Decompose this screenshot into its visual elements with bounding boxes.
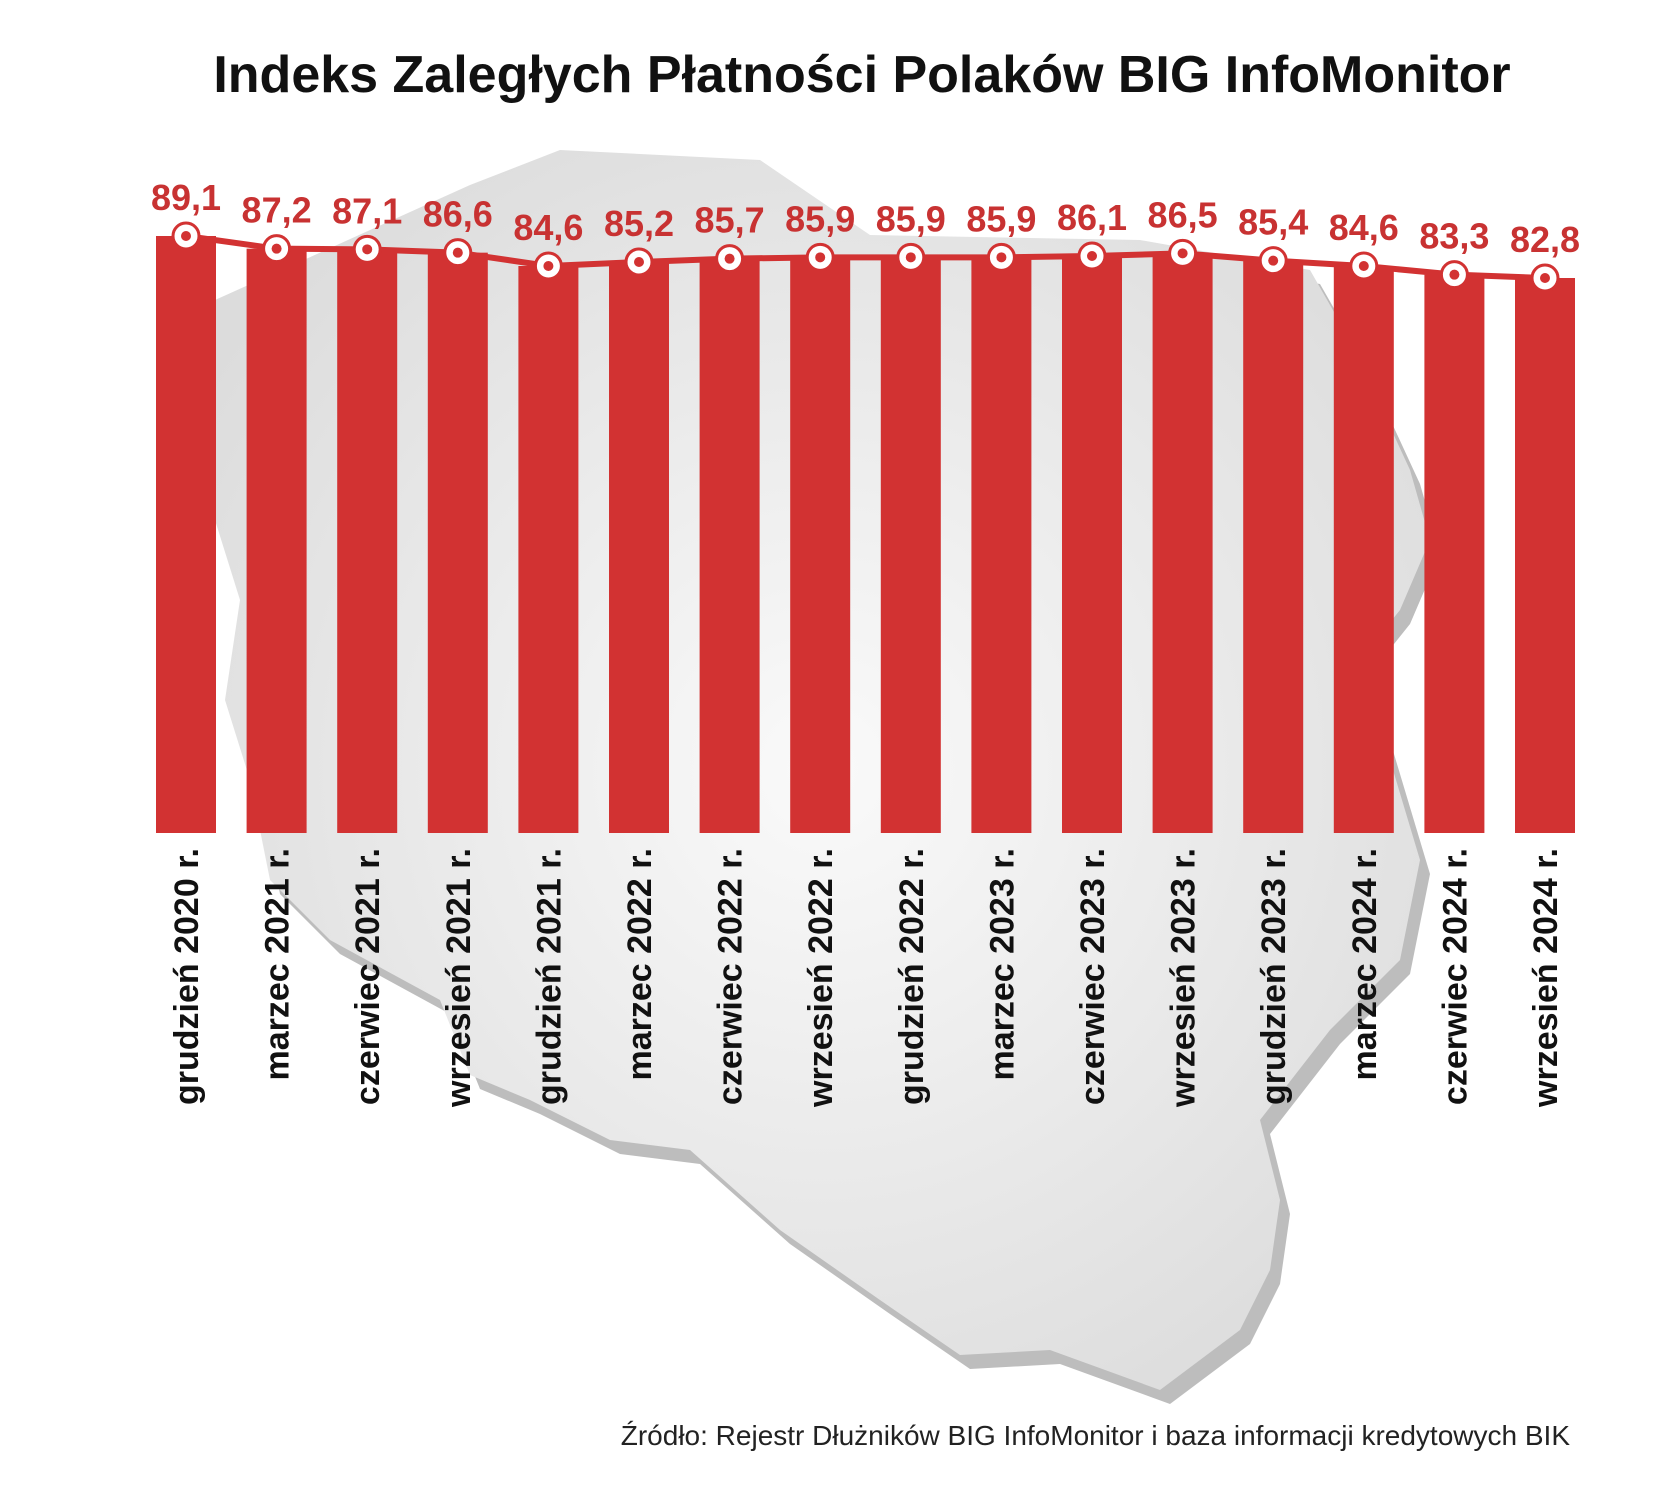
value-label: 87,1 bbox=[332, 190, 402, 231]
category-label: grudzień 2020 r. bbox=[168, 848, 206, 1105]
bar bbox=[1515, 278, 1575, 833]
trend-line bbox=[185, 233, 1546, 281]
data-point-dot bbox=[271, 243, 282, 254]
category-label: wrzesień 2024 r. bbox=[1527, 848, 1565, 1108]
value-label: 82,8 bbox=[1510, 219, 1580, 260]
source-note: Źródło: Rejestr Dłużników BIG InfoMonito… bbox=[621, 1420, 1571, 1451]
data-point-dot bbox=[362, 244, 373, 255]
value-label: 86,5 bbox=[1148, 194, 1218, 235]
data-point-dot bbox=[905, 252, 916, 263]
value-label: 85,9 bbox=[876, 198, 946, 239]
data-point-dot bbox=[1449, 269, 1460, 280]
data-point-dot bbox=[1177, 248, 1188, 259]
data-point-dot bbox=[1087, 251, 1097, 261]
category-label: czerwiec 2021 r. bbox=[349, 848, 387, 1105]
data-point-dot bbox=[996, 252, 1007, 263]
category-label: marzec 2021 r. bbox=[259, 848, 297, 1081]
category-label: wrzesień 2021 r. bbox=[440, 848, 478, 1108]
bar bbox=[880, 257, 941, 833]
value-label: 89,1 bbox=[151, 177, 221, 218]
data-point-dot bbox=[1268, 255, 1279, 266]
data-point-dot bbox=[543, 261, 554, 271]
bar bbox=[1152, 253, 1213, 834]
value-label: 85,2 bbox=[604, 203, 674, 244]
bar bbox=[609, 262, 669, 833]
category-label: czerwiec 2024 r. bbox=[1436, 848, 1474, 1105]
bar bbox=[1333, 266, 1394, 833]
category-label: grudzień 2022 r. bbox=[893, 848, 931, 1105]
value-label: 85,9 bbox=[785, 198, 855, 239]
category-labels-group: grudzień 2020 r. marzec 2021 r. czerwiec 2… bbox=[168, 848, 1565, 1108]
category-label: marzec 2022 r. bbox=[621, 848, 659, 1081]
category-label: marzec 2023 r. bbox=[983, 848, 1021, 1081]
category-label: marzec 2024 r. bbox=[1346, 848, 1384, 1081]
bar bbox=[518, 266, 579, 833]
bar bbox=[156, 236, 216, 833]
value-label: 83,3 bbox=[1419, 216, 1489, 257]
value-label: 85,9 bbox=[966, 198, 1036, 239]
data-point-dot bbox=[724, 253, 735, 264]
data-point-dot bbox=[452, 247, 463, 258]
data-point-dot bbox=[1540, 273, 1550, 283]
bar bbox=[1424, 274, 1485, 834]
category-label: wrzesień 2022 r. bbox=[802, 848, 840, 1108]
value-label: 86,6 bbox=[423, 194, 493, 235]
chart-title: Indeks Zaległych Płatności Polaków BIG I… bbox=[213, 46, 1510, 104]
data-point-dot bbox=[181, 231, 191, 241]
value-labels-group: 89,1 87,2 87,1 86,6 84,6 85,2 85,7 85,9 85,9 85,9… bbox=[151, 177, 1580, 260]
bar bbox=[246, 248, 307, 833]
value-label: 84,6 bbox=[513, 207, 583, 248]
category-label: czerwiec 2022 r. bbox=[712, 848, 750, 1105]
bars-group bbox=[156, 236, 1575, 834]
data-point-dot bbox=[1358, 261, 1369, 271]
value-label: 85,4 bbox=[1238, 202, 1308, 243]
data-point-dot bbox=[634, 257, 644, 267]
value-label: 84,6 bbox=[1329, 207, 1399, 248]
value-label: 86,1 bbox=[1057, 197, 1127, 238]
category-label: czerwiec 2023 r. bbox=[1074, 848, 1112, 1105]
bar bbox=[699, 258, 760, 834]
bar bbox=[971, 257, 1032, 833]
data-point-dot bbox=[815, 252, 826, 263]
value-label: 85,7 bbox=[695, 200, 765, 241]
trend-line-group bbox=[171, 221, 1560, 293]
bar bbox=[1243, 260, 1304, 834]
bar bbox=[337, 249, 398, 834]
bar bbox=[427, 252, 488, 833]
category-label: grudzień 2021 r. bbox=[530, 848, 568, 1105]
value-label: 87,2 bbox=[242, 190, 312, 231]
category-label: wrzesień 2023 r. bbox=[1165, 848, 1203, 1108]
bar bbox=[1062, 256, 1122, 833]
category-label: grudzień 2023 r. bbox=[1255, 848, 1293, 1105]
bar bbox=[790, 257, 851, 833]
